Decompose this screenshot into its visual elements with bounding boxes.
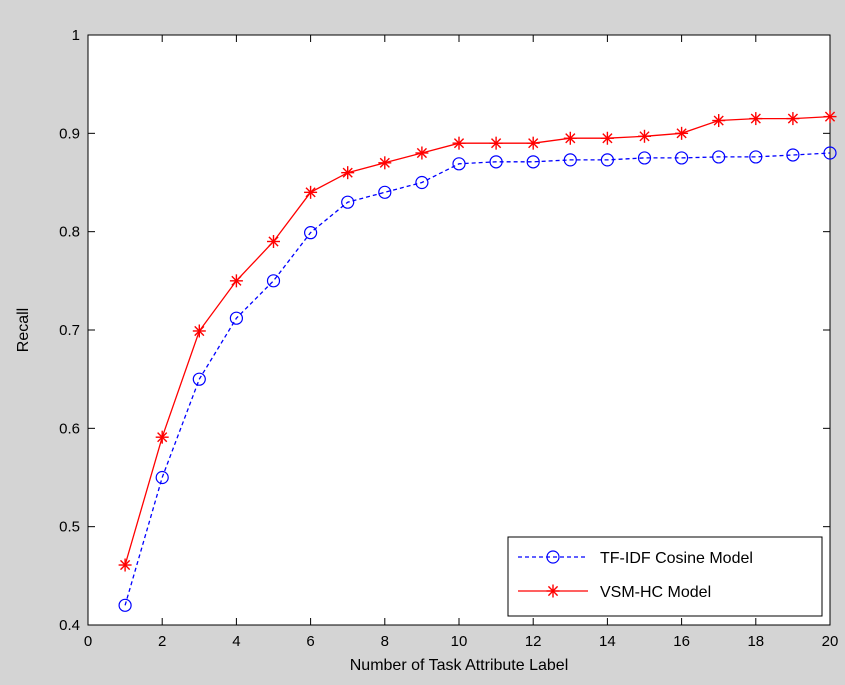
y-tick-label: 1 — [72, 27, 80, 44]
data-point — [638, 129, 651, 143]
data-point — [675, 126, 689, 140]
x-tick-label: 6 — [306, 633, 314, 650]
data-point — [637, 151, 652, 165]
data-point — [229, 311, 243, 325]
x-tick-label: 4 — [232, 633, 240, 650]
data-point — [749, 150, 763, 164]
data-point — [674, 151, 689, 165]
legend-box — [507, 536, 823, 617]
legend-items — [518, 550, 588, 598]
data-point — [489, 136, 503, 150]
data-point — [304, 226, 318, 240]
data-point — [712, 150, 726, 164]
data-point — [415, 175, 429, 190]
x-tick-labels: 0 2 4 6 8 10 12 14 16 18 20 — [84, 633, 839, 650]
data-point — [526, 136, 540, 150]
data-point — [600, 131, 614, 145]
data-point — [563, 131, 577, 145]
series-tfidf-cosine — [118, 146, 837, 612]
legend-marker-tfidf — [546, 550, 560, 564]
data-point — [452, 136, 466, 150]
legend-marker-vsmhc — [546, 584, 560, 598]
x-tick-label: 16 — [673, 633, 690, 650]
data-point — [266, 274, 281, 288]
data-point — [749, 112, 763, 126]
data-point — [526, 155, 540, 169]
data-point — [155, 430, 169, 444]
x-tick-label: 10 — [451, 633, 468, 650]
y-tick-label: 0.4 — [59, 617, 80, 634]
y-tick-label: 0.5 — [59, 519, 80, 536]
legend: TF-IDF Cosine Model VSM-HC Model — [507, 536, 823, 617]
y-tick-label: 0.8 — [59, 224, 80, 241]
y-tick-label: 0.7 — [59, 322, 80, 339]
data-point — [341, 166, 355, 180]
y-axis-title: Recall — [15, 308, 32, 352]
data-point — [786, 148, 800, 162]
data-point — [267, 235, 280, 248]
data-point — [192, 372, 206, 386]
x-tick-label: 2 — [158, 633, 166, 650]
data-point — [192, 324, 206, 338]
data-point — [600, 153, 615, 167]
data-point — [341, 195, 355, 209]
y-tick-label: 0.9 — [59, 125, 80, 142]
legend-entry-vsmhc-label: VSM-HC Model — [600, 584, 711, 601]
axis-ticks — [87, 34, 831, 626]
data-point — [452, 157, 466, 171]
legend-entry-tfidf-label: TF-IDF Cosine Model — [600, 550, 753, 567]
y-tick-labels: 0.4 0.5 0.6 0.7 0.8 0.9 1 — [59, 27, 80, 634]
x-tick-label: 0 — [84, 633, 92, 650]
x-tick-label: 12 — [525, 633, 542, 650]
y-tick-label: 0.6 — [59, 420, 80, 437]
x-tick-label: 18 — [747, 633, 764, 650]
series-layer — [118, 110, 837, 612]
data-point — [155, 470, 169, 485]
data-point — [304, 185, 318, 199]
data-point — [378, 185, 392, 199]
data-point — [415, 146, 429, 160]
data-point — [786, 112, 800, 126]
series-vsm-hc — [118, 110, 837, 572]
series-line — [124, 115, 831, 566]
data-point — [712, 114, 726, 128]
data-point — [823, 146, 837, 160]
data-point — [118, 598, 132, 612]
plot-area — [87, 34, 831, 626]
data-point — [229, 274, 243, 288]
data-point — [563, 153, 577, 167]
data-point — [489, 155, 503, 169]
x-axis-title: Number of Task Attribute Label — [350, 657, 569, 674]
data-point — [378, 156, 392, 170]
x-tick-label: 20 — [822, 633, 839, 650]
x-tick-label: 8 — [381, 633, 389, 650]
data-point — [823, 110, 837, 124]
data-point — [118, 558, 132, 572]
x-tick-label: 14 — [599, 633, 616, 650]
